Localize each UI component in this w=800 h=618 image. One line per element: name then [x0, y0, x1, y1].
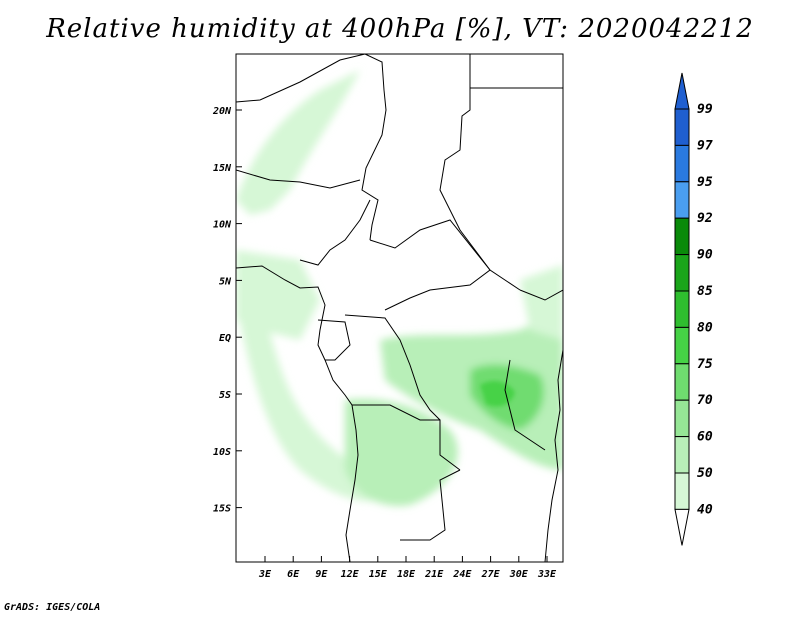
colorbar-bottom-arrow: [674, 508, 690, 546]
colorbar-label: 40: [697, 502, 713, 517]
lon-label: 21E: [424, 569, 444, 580]
lon-label: 12E: [341, 569, 360, 580]
country-borders: [236, 54, 563, 562]
colorbar-label: 95: [697, 175, 713, 190]
colorbar-label: 70: [697, 393, 713, 408]
latitude-axis: 20N 15N 10N 5N EQ 5S 10S 15S: [212, 106, 242, 515]
colorbar-label: 90: [697, 248, 713, 263]
coastline-west: [236, 265, 359, 562]
longitude-axis: 3E 6E 9E 12E 15E 18E 21E 24E 27E 30E 33E: [258, 556, 557, 580]
lon-label: 33E: [537, 569, 557, 580]
colorbar-segment: [674, 363, 690, 401]
humidity-region-gulf: [236, 250, 320, 340]
border-great-lakes: [504, 359, 546, 451]
border-chad: [361, 54, 387, 241]
colorbar-segment: [674, 472, 690, 510]
lon-label: 18E: [397, 569, 416, 580]
chart-title: Relative humidity at 400hPa [%], VT: 202…: [46, 14, 754, 44]
colorbar-label: 50: [697, 466, 713, 481]
humidity-region-east: [520, 265, 563, 340]
lat-label: 10N: [213, 220, 232, 231]
colorbar-segment: [674, 181, 690, 219]
lat-label: EQ: [219, 333, 231, 344]
lat-label: 15N: [213, 163, 232, 174]
lat-label: 5N: [219, 276, 232, 287]
humidity-shading: [236, 70, 563, 506]
coastline-east: [544, 349, 563, 562]
lon-label: 24E: [452, 569, 472, 580]
colorbar-segment: [674, 399, 690, 438]
lat-label: 20N: [212, 106, 232, 117]
map-frame: [235, 53, 564, 563]
border-car: [369, 219, 491, 311]
humidity-region-south: [345, 398, 458, 506]
colorbar-top-arrow: [674, 72, 690, 110]
colorbar-segment: [674, 144, 690, 183]
colorbar: 99 97 95 92 90 85 80 75 70 60 50 40: [674, 72, 713, 546]
colorbar-segment: [674, 326, 690, 365]
lat-label: 5S: [219, 390, 231, 401]
lon-label: 3E: [258, 569, 272, 580]
lon-label: 15E: [369, 569, 388, 580]
border-niger-nigeria: [236, 169, 361, 189]
credit-text: GrADS: IGES/COLA: [4, 602, 101, 613]
border-gabon: [317, 319, 351, 361]
colorbar-segment: [674, 290, 690, 328]
lat-label: 15S: [213, 504, 231, 515]
lon-label: 9E: [315, 569, 328, 580]
border-east-africa: [519, 289, 563, 301]
colorbar-segment: [674, 254, 690, 292]
border-congo-drc: [344, 314, 441, 421]
colorbar-label: 99: [697, 102, 713, 117]
lon-label: 6E: [287, 569, 300, 580]
humidity-core: [480, 380, 515, 407]
lon-label: 30E: [509, 569, 529, 580]
border-angola-zambia: [400, 469, 461, 541]
colorbar-label: 85: [697, 284, 713, 299]
humidity-band-northwest: [236, 70, 360, 215]
lon-label: 27E: [481, 569, 501, 580]
colorbar-segment: [674, 436, 690, 474]
border-sudan: [439, 54, 521, 291]
colorbar-label: 80: [697, 320, 713, 335]
border-angola-drc: [352, 404, 461, 471]
colorbar-label: 92: [697, 211, 713, 226]
colorbar-label: 60: [697, 430, 713, 445]
colorbar-segment: [674, 108, 690, 146]
colorbar-label: 97: [697, 138, 713, 153]
colorbar-label: 75: [697, 357, 713, 372]
border-nigeria-cameroon: [299, 199, 371, 266]
border-libya: [236, 54, 366, 103]
colorbar-segment: [674, 217, 690, 256]
lat-label: 10S: [213, 447, 231, 458]
